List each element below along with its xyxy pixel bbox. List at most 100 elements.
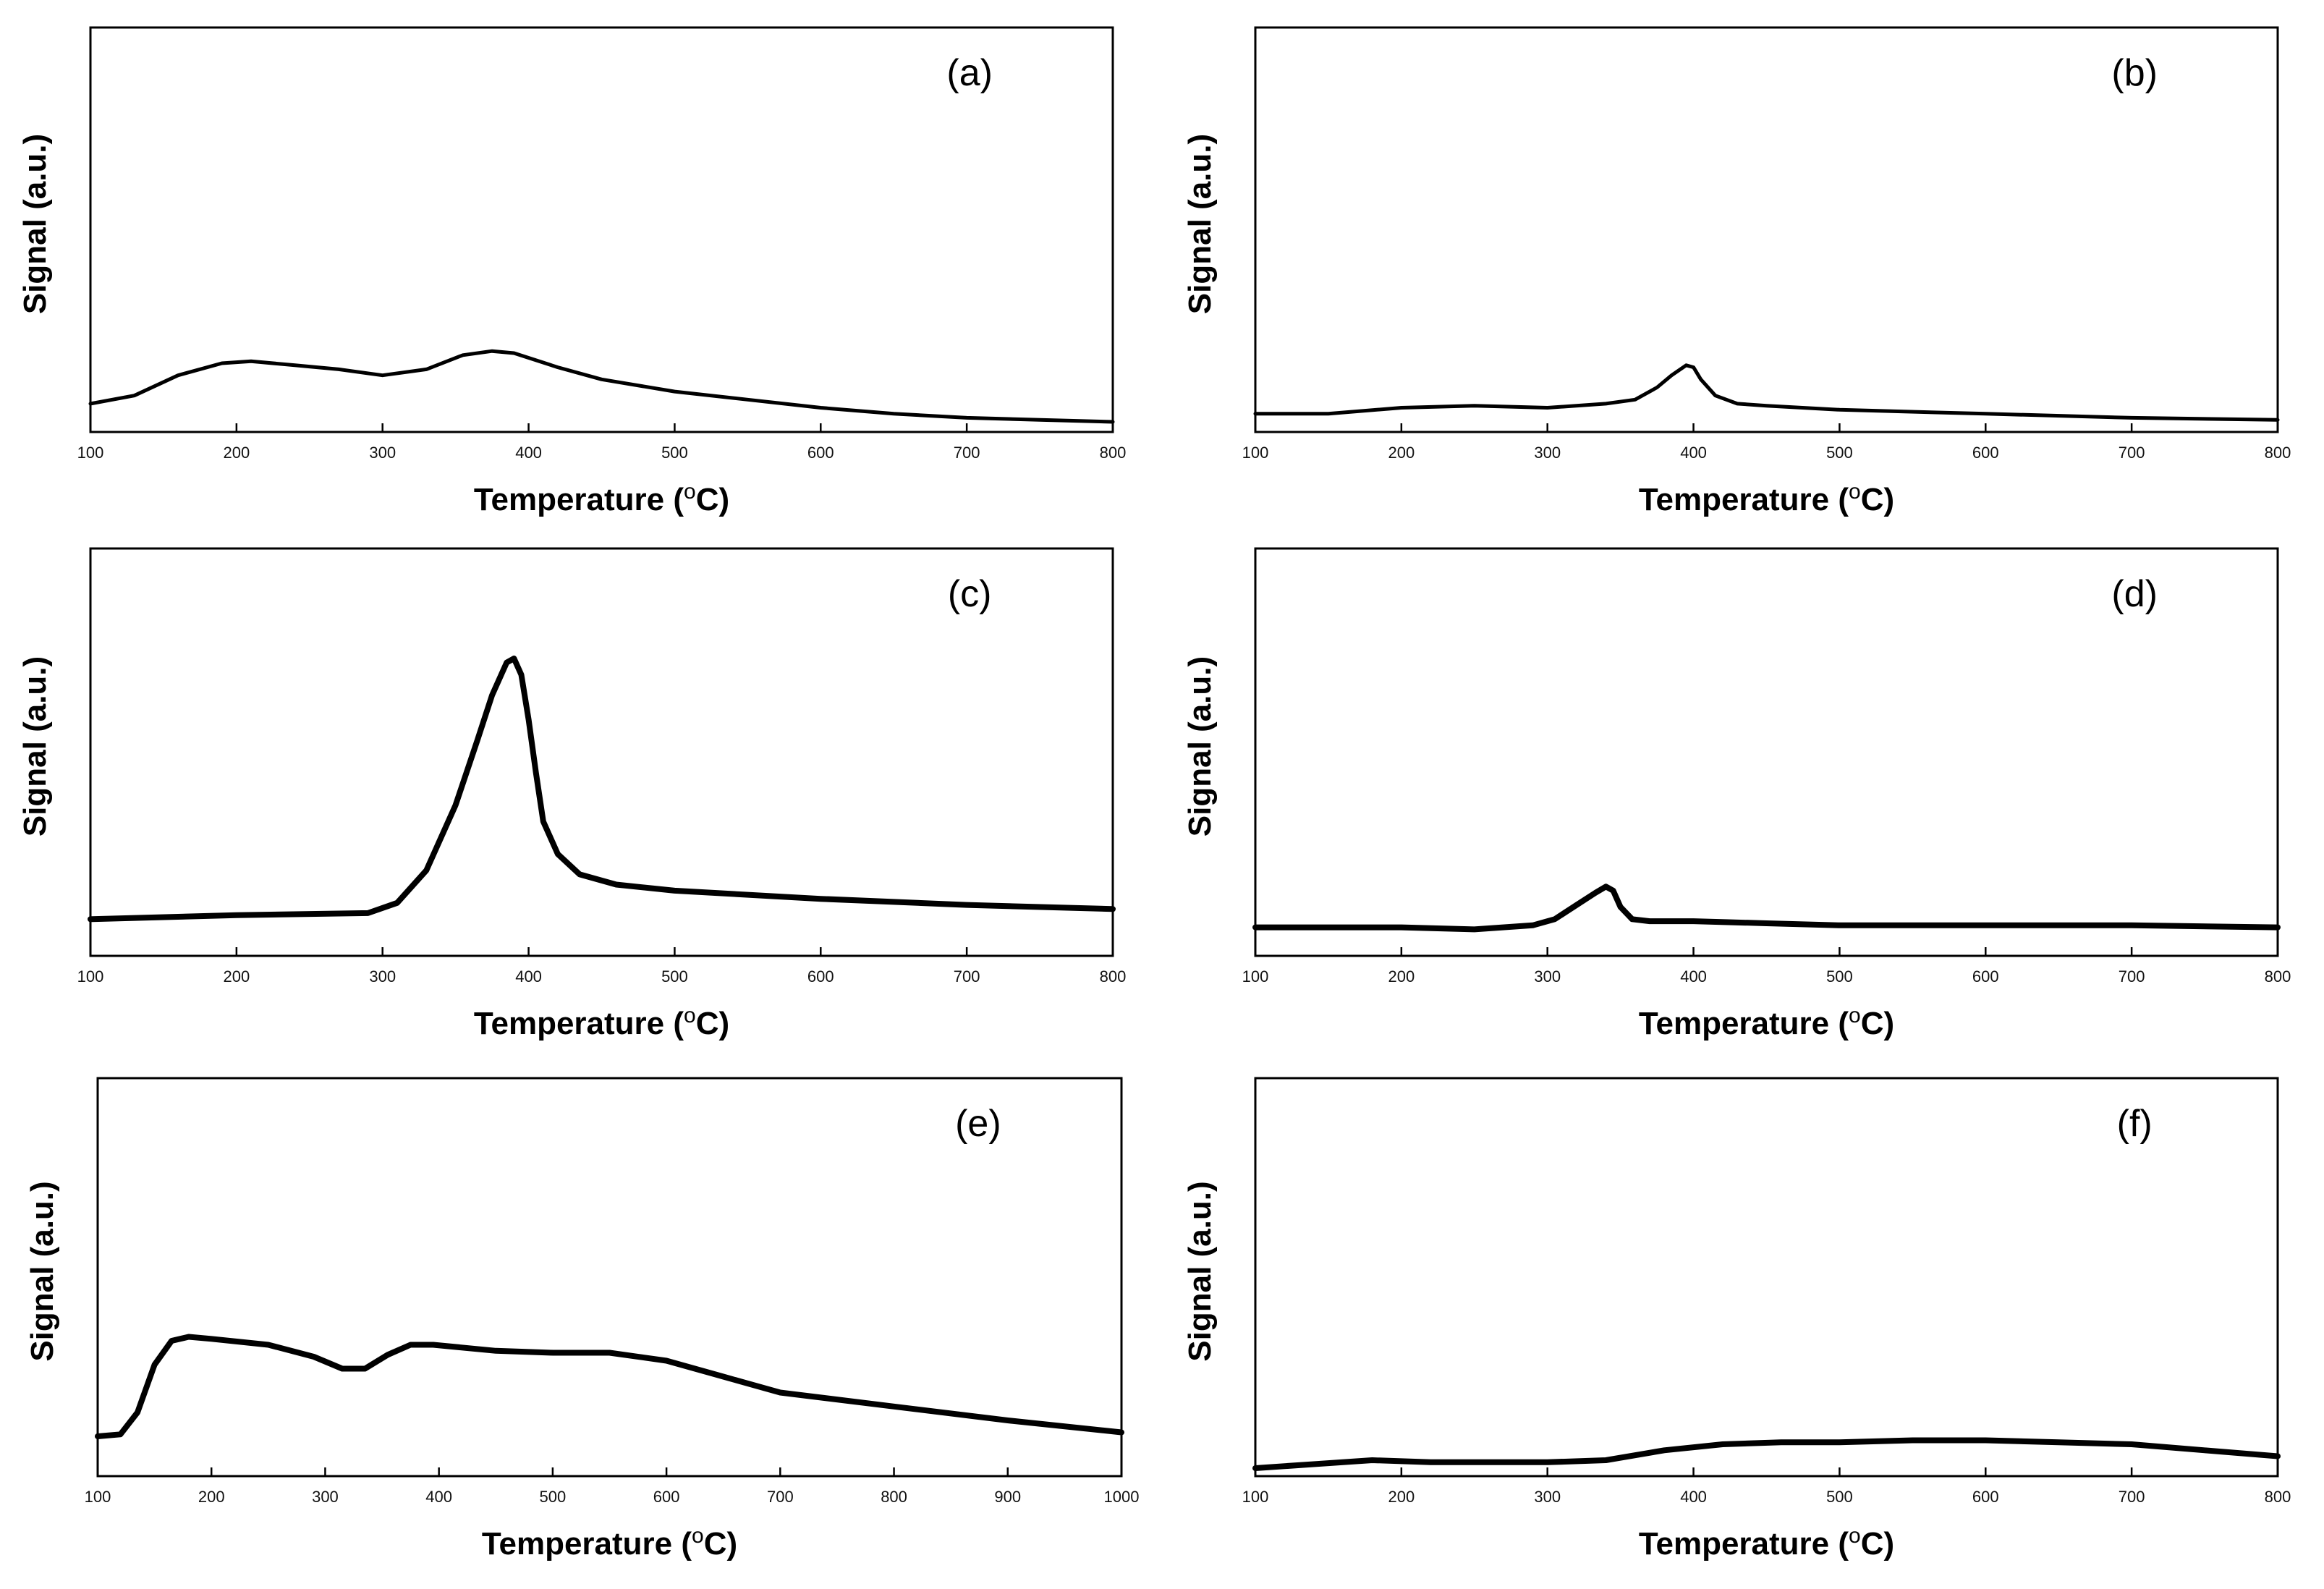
series-line-a [88,349,1115,424]
x-tick-label-a-600: 600 [807,444,834,462]
series-line-b [1253,363,2280,422]
x-tick-label-e-300: 300 [312,1488,339,1506]
x-tick-label-a-100: 100 [77,444,104,462]
x-axis-title-f: Temperature (oC) [1639,1524,1894,1562]
x-tick-label-f-400: 400 [1680,1488,1707,1506]
x-axis-title-text: Temperature ( [1639,482,1849,517]
x-tick-label-f-700: 700 [2119,1488,2145,1506]
x-tick-label-e-600: 600 [653,1488,680,1506]
x-tick-label-b-500: 500 [1826,444,1853,462]
x-tick-label-a-300: 300 [369,444,396,462]
x-tick-label-c-400: 400 [515,967,542,986]
x-tick-label-d-200: 200 [1388,967,1415,986]
panel-a: 100 200 300 400 500 600 700 800 Temperature (oC)… [17,26,1127,518]
series-line-f [1252,1437,2281,1471]
plot-frame-b [1254,26,2279,433]
x-tick-label-e-100: 100 [85,1488,111,1506]
plot-frame-c [89,547,1114,957]
x-tick-label-f-800: 800 [2265,1488,2291,1506]
x-axis-title-degree: o [1849,480,1861,504]
x-axis-title-e: Temperature (oC) [482,1524,737,1562]
x-tick-label-d-800: 800 [2265,967,2291,986]
x-tick-label-d-500: 500 [1826,967,1853,986]
x-axis-title-text: Temperature ( [482,1526,692,1562]
x-axis-title-degree: o [684,480,696,504]
x-tick-label-f-200: 200 [1388,1488,1415,1506]
x-tick-label-b-600: 600 [1972,444,1999,462]
panel-b: 100 200 300 400 500 600 700 800 Temperature (oC)… [1182,26,2291,518]
panel-f: 100 200 300 400 500 600 700 800 Temperature (oC)… [1182,1077,2291,1562]
panel-label-a: (a) [946,52,993,94]
panel-label-f: (f) [2117,1103,2153,1145]
x-tick-label-b-200: 200 [1388,444,1415,462]
x-tick-label-a-700: 700 [954,444,980,462]
x-axis-title-a: Temperature (oC) [474,480,729,518]
x-axis-title-b: Temperature (oC) [1639,480,1894,518]
x-tick-label-f-300: 300 [1534,1488,1561,1506]
x-axis-title-text: Temperature ( [474,482,684,517]
x-axis-title-degree: o [692,1524,704,1548]
plot-frame-f [1254,1077,2279,1478]
x-axis-title-text: Temperature ( [474,1006,684,1041]
x-axis-title-unit: C) [696,1006,729,1041]
x-tick-label-b-700: 700 [2119,444,2145,462]
x-tick-label-c-700: 700 [954,967,980,986]
plot-frame-d [1254,547,2279,957]
panel-label-c: (c) [948,573,992,615]
x-tick-label-e-400: 400 [425,1488,452,1506]
x-tick-label-e-700: 700 [767,1488,794,1506]
plot-frame-a [89,26,1114,433]
x-tick-label-b-400: 400 [1680,444,1707,462]
panel-label-d: (d) [2111,573,2158,615]
x-axis-title-unit: C) [1861,482,1894,517]
x-tick-label-e-500: 500 [540,1488,567,1506]
x-tick-label-f-600: 600 [1972,1488,1999,1506]
x-tick-label-d-700: 700 [2119,967,2145,986]
y-axis-title-d: Signal (a.u.) [1182,656,1218,836]
x-axis-title-degree: o [1849,1524,1861,1548]
y-axis-title-e: Signal (a.u.) [25,1181,60,1361]
x-tick-label-e-800: 800 [881,1488,907,1506]
x-tick-label-b-800: 800 [2265,444,2291,462]
x-tick-label-f-500: 500 [1826,1488,1853,1506]
panel-c: 100 200 300 400 500 600 700 800 Temperature (oC)… [17,547,1127,1042]
panel-label-e: (e) [955,1103,1001,1145]
y-axis-title-f: Signal (a.u.) [1182,1181,1218,1361]
panel-label-b: (b) [2111,52,2158,94]
x-tick-label-d-100: 100 [1242,967,1269,986]
x-tick-label-e-900: 900 [994,1488,1021,1506]
x-axis-title-unit: C) [696,482,729,517]
y-axis-title-a: Signal (a.u.) [17,134,53,314]
x-tick-label-b-100: 100 [1242,444,1269,462]
x-axis-title-text: Temperature ( [1639,1526,1849,1562]
x-axis-title-c: Temperature (oC) [474,1004,729,1042]
x-axis-title-d: Temperature (oC) [1639,1004,1894,1042]
y-axis-title-c: Signal (a.u.) [17,656,53,836]
x-tick-label-c-800: 800 [1100,967,1127,986]
x-tick-label-d-400: 400 [1680,967,1707,986]
y-axis-title-b: Signal (a.u.) [1182,134,1218,314]
x-axis-title-unit: C) [1861,1006,1894,1041]
x-tick-label-a-500: 500 [661,444,688,462]
panel-e: 100 200 300 400 500 600 700 800 900 1000 Temperatu… [25,1077,1140,1562]
x-axis-title-degree: o [684,1004,696,1027]
x-tick-label-c-200: 200 [223,967,250,986]
x-tick-label-c-300: 300 [369,967,396,986]
x-tick-label-c-100: 100 [77,967,104,986]
series-line-c [88,656,1116,923]
x-tick-label-f-100: 100 [1242,1488,1269,1506]
plot-frame-e [96,1077,1123,1478]
x-tick-label-b-300: 300 [1534,444,1561,462]
x-axis-title-unit: C) [1861,1526,1894,1562]
x-axis-title-unit: C) [704,1526,737,1562]
x-tick-label-d-300: 300 [1534,967,1561,986]
x-tick-label-a-800: 800 [1100,444,1127,462]
x-axis-title-text: Temperature ( [1639,1006,1849,1041]
series-line-d [1252,884,2281,933]
x-tick-label-c-600: 600 [807,967,834,986]
x-tick-label-e-1000: 1000 [1104,1488,1140,1506]
x-tick-label-a-200: 200 [223,444,250,462]
x-tick-label-d-600: 600 [1972,967,1999,986]
x-tick-label-e-200: 200 [198,1488,225,1506]
